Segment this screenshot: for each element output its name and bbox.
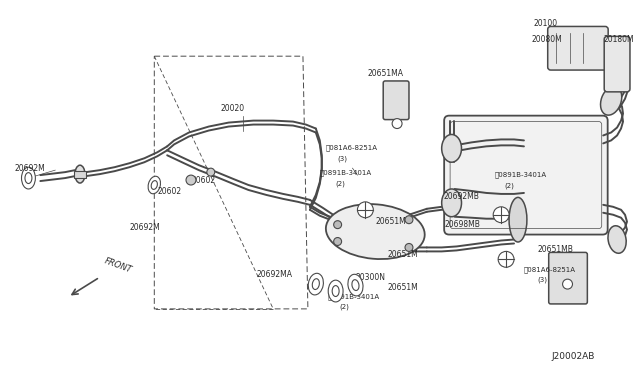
Circle shape — [207, 168, 215, 176]
FancyBboxPatch shape — [548, 252, 588, 304]
Circle shape — [498, 251, 514, 267]
Text: 20100: 20100 — [534, 19, 558, 28]
Ellipse shape — [352, 280, 359, 291]
Ellipse shape — [509, 198, 527, 242]
Text: (2): (2) — [340, 304, 349, 310]
Circle shape — [563, 279, 573, 289]
Circle shape — [405, 244, 413, 251]
Text: Ⓑ081A6-8251A: Ⓑ081A6-8251A — [326, 144, 378, 151]
Text: 20651M: 20651M — [375, 217, 406, 226]
Ellipse shape — [442, 134, 461, 162]
Text: 20698MB: 20698MB — [445, 220, 481, 229]
Text: (2): (2) — [504, 183, 514, 189]
Ellipse shape — [151, 181, 157, 189]
Circle shape — [392, 119, 402, 128]
Ellipse shape — [22, 167, 35, 189]
FancyBboxPatch shape — [444, 116, 607, 235]
Ellipse shape — [326, 204, 425, 259]
Circle shape — [493, 207, 509, 223]
Circle shape — [405, 216, 413, 224]
Text: 20692M: 20692M — [129, 223, 160, 232]
FancyBboxPatch shape — [548, 26, 608, 70]
Text: 20300N: 20300N — [355, 273, 385, 282]
Ellipse shape — [312, 279, 319, 289]
Text: (2): (2) — [335, 181, 346, 187]
Circle shape — [358, 202, 373, 218]
Text: 20692MB: 20692MB — [444, 192, 479, 201]
Ellipse shape — [25, 173, 32, 183]
Ellipse shape — [75, 165, 85, 183]
Ellipse shape — [442, 189, 461, 217]
Text: 20651MB: 20651MB — [538, 245, 573, 254]
Circle shape — [333, 221, 342, 229]
Text: Ⓝ0891B-3401A: Ⓝ0891B-3401A — [328, 294, 380, 300]
Text: Ⓝ0891B-3401A: Ⓝ0891B-3401A — [494, 172, 547, 179]
Text: 20651MA: 20651MA — [367, 68, 403, 77]
Text: Ⓝ0891B-3401A: Ⓝ0891B-3401A — [320, 170, 372, 176]
Circle shape — [333, 238, 342, 246]
Text: 20651M: 20651M — [387, 250, 418, 259]
Text: 20602: 20602 — [157, 187, 181, 196]
Text: 20692M: 20692M — [15, 164, 45, 173]
Ellipse shape — [308, 273, 323, 295]
FancyBboxPatch shape — [383, 81, 409, 120]
Text: FRONT: FRONT — [103, 257, 133, 275]
Text: 20180M: 20180M — [604, 35, 634, 44]
Ellipse shape — [600, 86, 621, 115]
Text: 20651M: 20651M — [387, 283, 418, 292]
Ellipse shape — [148, 176, 161, 194]
Ellipse shape — [608, 226, 626, 253]
Text: 20020: 20020 — [221, 104, 245, 113]
Circle shape — [186, 175, 196, 185]
Text: 20602: 20602 — [192, 176, 216, 185]
Text: Ⓑ081A6-8251A: Ⓑ081A6-8251A — [524, 266, 576, 273]
Ellipse shape — [348, 274, 363, 296]
Text: (3): (3) — [538, 277, 548, 283]
FancyBboxPatch shape — [604, 36, 630, 92]
Bar — [74, 171, 86, 177]
Text: (3): (3) — [338, 155, 348, 161]
Ellipse shape — [328, 280, 343, 302]
Text: 20080M: 20080M — [532, 35, 563, 44]
Text: J20002AB: J20002AB — [552, 352, 595, 361]
Text: 20692MA: 20692MA — [257, 270, 292, 279]
Ellipse shape — [332, 286, 339, 296]
